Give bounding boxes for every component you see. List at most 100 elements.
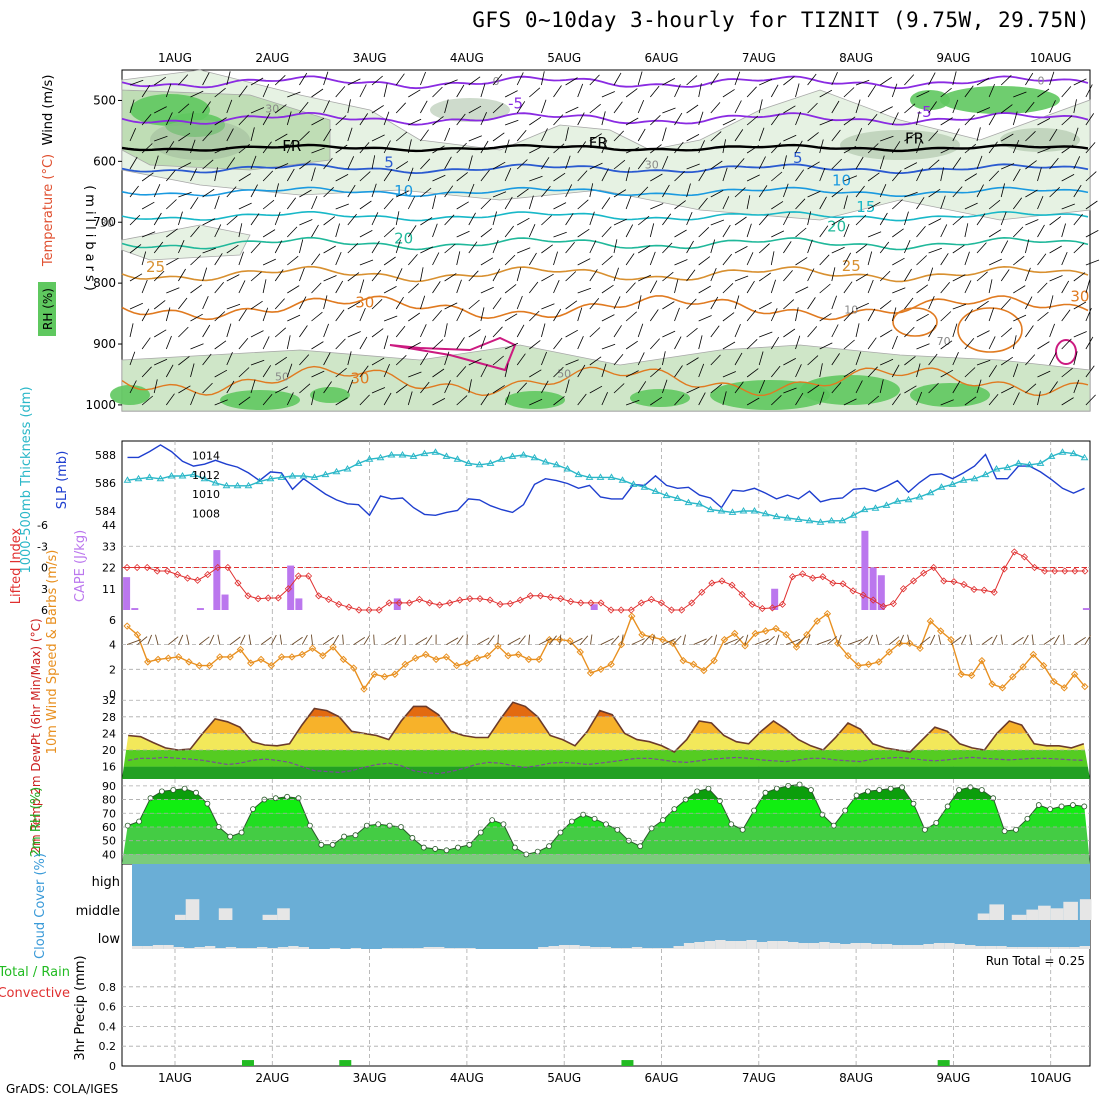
thickness-line-marker [585,473,594,480]
wind-barb [879,270,891,282]
wind-barb [783,328,796,338]
wind-barb-10m [126,639,142,646]
wind-barb [371,240,380,254]
wind-barb [311,391,315,406]
wind-barb [166,199,177,210]
wind-barb [771,201,784,210]
wind-speed-line-marker [803,630,811,639]
wind-barb [1025,189,1038,198]
wind-speed-line-marker [535,655,543,664]
wind-barb [952,274,966,282]
wind-barb [444,243,456,254]
wind-barb [783,155,787,170]
lifted-index-marker [506,600,514,608]
wind-barb [928,72,936,86]
pressure-tick-label: 1000 [85,398,116,412]
wind-barb [662,184,670,198]
wind-barb [529,175,543,182]
low-cloud-bar [215,948,226,949]
wind-barb [928,247,942,254]
wind-speed-line-marker [710,656,718,665]
wind-speed-line-marker [216,653,224,661]
wind-barb [335,367,347,378]
wind-barb [1000,211,1007,226]
lifted-index-marker [173,571,182,579]
wind-barb [299,131,310,142]
wind-barb [383,286,397,294]
thickness-line-marker [695,500,704,507]
chart-title: GFS 0~10day 3-hourly for TIZNIT (9.75W, … [472,8,1090,32]
thickness-line-marker [1069,449,1078,457]
wind-barb [516,295,523,310]
thickness-axis-label: 1000-500mb Thickness (dm) [19,386,34,573]
contour-label: 25 [842,257,861,275]
wind-barb [710,73,719,86]
lifted-index-marker [1061,567,1069,575]
wind-barb [783,241,792,254]
wind-barb [178,356,190,366]
wind-barb [577,307,583,322]
wind-barb [892,257,905,266]
wind-speed-line-marker [700,666,708,675]
thickness-line-marker [1047,452,1056,459]
low-cloud-bar [298,947,310,949]
wind-barb [504,284,517,294]
rh-band [122,854,1090,864]
wind-barb [468,270,479,282]
wind-barb [783,105,796,114]
wind-barb [1061,280,1070,294]
wind-barb [1037,370,1051,378]
wind-barb [335,251,342,266]
wind-barb [335,309,345,322]
wind-barb [879,184,887,198]
wind-barb [710,131,722,142]
wind-barb [831,295,837,310]
wind-barb [250,213,260,226]
wind-barb [940,146,954,154]
wind-barb [335,174,349,182]
lifted-index-marker [698,588,706,596]
wind-speed-line-marker [298,650,306,659]
lifted-index-marker [819,573,827,581]
wind-barb-10m [858,636,869,645]
wind-barb [383,83,388,98]
wind-barb [178,268,186,282]
wind-barb [843,116,856,126]
thickness-line-marker [508,452,517,459]
wind-barb [214,253,223,266]
wind-barb-10m [363,635,371,645]
low-cloud-bar [173,947,185,949]
wind-barb [662,155,669,170]
wind-barb [928,296,935,310]
rh-marker [842,807,849,814]
wind-barb [807,268,815,282]
rh-contour-label: 30 [265,103,279,116]
wind-barb [154,106,167,114]
rh-marker [511,844,518,851]
wind-barb [153,76,167,86]
wind-barb [504,196,513,210]
wind-barb [746,252,754,266]
wind-barb [819,89,833,98]
thickness-line-marker [904,495,913,503]
lifted-index-marker [546,593,555,601]
wind-speed-line-marker [277,653,286,661]
isotherm-minus5 [121,75,1089,90]
wind-barb [1013,91,1027,98]
wind-barb [855,185,865,198]
low-cloud-bar [829,943,841,949]
wind-barb [347,331,361,338]
rh-axis-label: RH (%) [41,288,55,330]
precip-tick-label: 0.6 [99,1001,117,1014]
wind-barb [517,217,530,226]
wind-barb [964,309,973,322]
wind-barb [1049,216,1062,226]
wind-barb [516,324,525,338]
wind-barb [359,230,373,238]
wind-barb-10m [415,637,428,645]
lifted-index-marker [446,599,454,607]
wind-barb [408,118,422,126]
wind-speed-line-marker [854,661,863,670]
wind-barb [1049,275,1063,282]
wind-barb [1013,314,1027,322]
